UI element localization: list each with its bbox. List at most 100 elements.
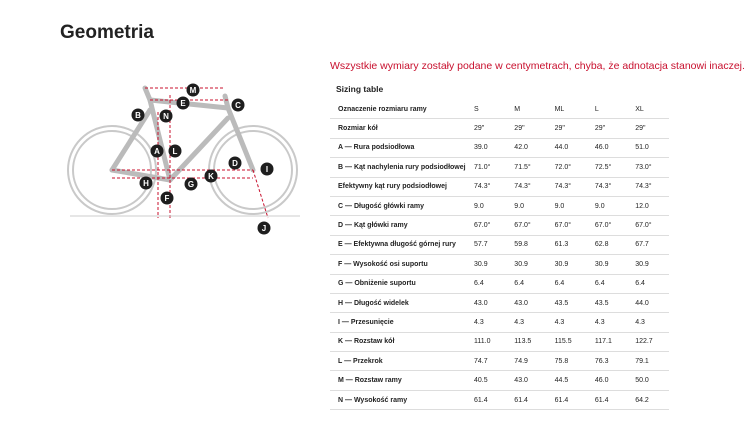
cell: 61.3 xyxy=(548,235,589,256)
cell: XL xyxy=(629,100,670,120)
cell: 76.3 xyxy=(588,351,630,372)
table-row: N — Wysokość ramy 61.4 61.4 61.4 61.4 64.2 xyxy=(330,390,670,411)
cell: 59.8 xyxy=(508,235,549,256)
cell: 4.3 xyxy=(468,312,509,333)
cell: 61.4 xyxy=(468,390,509,411)
cell: 67.0° xyxy=(629,215,670,236)
cell: 6.4 xyxy=(508,274,549,294)
table-row: M — Rozstaw ramy 40.5 43.0 44.5 46.0 50.0 xyxy=(330,370,670,391)
cell: 6.4 xyxy=(468,274,509,294)
cell: 43.5 xyxy=(588,293,630,314)
cell: 30.9 xyxy=(548,254,589,275)
cell: 50.0 xyxy=(629,370,670,391)
cell: 57.7 xyxy=(468,235,509,256)
diagram-label: H xyxy=(143,179,149,188)
cell: 30.9 xyxy=(508,254,549,275)
cell: 67.0° xyxy=(508,215,549,236)
cell: L xyxy=(588,100,630,120)
cell: 29" xyxy=(629,118,670,139)
cell: 74.3° xyxy=(629,177,670,197)
row-label: I — Przesunięcie xyxy=(330,312,468,333)
cell: 43.0 xyxy=(468,293,509,314)
cell: 72.5° xyxy=(588,157,630,178)
row-label: B — Kąt nachylenia rury podsiodłowej xyxy=(330,157,468,178)
diagram-label: B xyxy=(135,111,141,120)
cell: 61.4 xyxy=(588,390,630,411)
label-dot xyxy=(168,144,182,158)
diagram-label: I xyxy=(266,165,268,174)
table-row: C — Długość główki ramy 9.0 9.0 9.0 9.0 12.0 xyxy=(330,196,670,217)
row-label: K — Rozstaw kół xyxy=(330,332,468,353)
cell: 4.3 xyxy=(629,312,670,333)
table-row: G — Obniżenie suportu 6.4 6.4 6.4 6.4 6.4 xyxy=(330,274,670,294)
cell: 29" xyxy=(468,118,509,139)
label-dot xyxy=(150,144,164,158)
cell: 122.7 xyxy=(629,332,670,353)
cell: 30.9 xyxy=(588,254,630,275)
diagram-label: N xyxy=(163,112,169,121)
cell: 61.4 xyxy=(508,390,549,411)
table-row: B — Kąt nachylenia rury podsiodłowej 71.0… xyxy=(330,157,670,178)
cell: 67.0° xyxy=(588,215,630,236)
cell: 12.0 xyxy=(629,196,670,217)
row-label: C — Długość główki ramy xyxy=(330,196,468,217)
cell: 115.5 xyxy=(548,332,589,353)
label-dot xyxy=(260,162,274,176)
cell: 4.3 xyxy=(548,312,589,333)
label-dot xyxy=(139,176,153,190)
cell: 9.0 xyxy=(588,196,630,217)
label-dot xyxy=(228,156,242,170)
cell: 44.0 xyxy=(629,293,670,314)
row-label: Oznaczenie rozmiaru ramy xyxy=(330,100,468,120)
diagram-label: M xyxy=(190,86,197,95)
table-row: F — Wysokość osi suportu 30.9 30.9 30.9 30.9… xyxy=(330,254,670,275)
cell: 46.0 xyxy=(588,138,630,159)
cell: 62.8 xyxy=(588,235,630,256)
cell: 9.0 xyxy=(548,196,589,217)
cell: 39.0 xyxy=(468,138,509,159)
row-label: Rozmiar kół xyxy=(330,118,468,139)
cell: 73.0° xyxy=(629,157,670,178)
title: Geometria xyxy=(60,22,154,43)
cell: 4.3 xyxy=(588,312,630,333)
row-label: F — Wysokość osi suportu xyxy=(330,254,468,275)
row-label: N — Wysokość ramy xyxy=(330,390,468,411)
cell: 6.4 xyxy=(588,274,630,294)
diagram-label: F xyxy=(165,194,170,203)
row-label: A — Rura podsiodłowa xyxy=(330,138,468,159)
label-dot xyxy=(131,108,145,122)
cell: 6.4 xyxy=(548,274,589,294)
diagram-label: E xyxy=(180,99,186,108)
table-row: K — Rozstaw kół 111.0 113.5 115.5 117.1 122.7 xyxy=(330,332,670,353)
row-label: L — Przekrok xyxy=(330,351,468,372)
label-dot xyxy=(160,191,174,205)
label-dot xyxy=(257,221,271,235)
cell: 6.4 xyxy=(629,274,670,294)
cell: 44.0 xyxy=(548,138,589,159)
bike-diagram: M C E B N A L D I K H G F J xyxy=(67,83,300,235)
label-dot xyxy=(184,177,198,191)
cell: 29" xyxy=(588,118,630,139)
diagram-label: K xyxy=(208,172,214,181)
table-title: Sizing table xyxy=(336,84,384,94)
cell: 40.5 xyxy=(468,370,509,391)
table-row: I — Przesunięcie 4.3 4.3 4.3 4.3 4.3 xyxy=(330,312,670,333)
label-dot xyxy=(231,98,245,112)
cell: 74.3° xyxy=(468,177,509,197)
cell: 74.3° xyxy=(588,177,630,197)
label-dot xyxy=(186,83,200,97)
label-dot xyxy=(159,109,173,123)
cell: 29" xyxy=(548,118,589,139)
row-label: Efektywny kąt rury podsiodłowej xyxy=(330,177,468,197)
note: Wszystkie wymiary zostały podane w centy… xyxy=(330,60,745,72)
diagram-label: L xyxy=(173,147,178,156)
cell: 74.9 xyxy=(508,351,549,372)
sizing-table: Oznaczenie rozmiaru ramy S M ML L XL Rozmiar k… xyxy=(330,100,670,411)
table-row: E — Efektywna długość górnej rury 57.7 59.… xyxy=(330,235,670,256)
cell: 71.5° xyxy=(508,157,549,178)
cell: 74.7 xyxy=(468,351,509,372)
cell: 42.0 xyxy=(508,138,549,159)
cell: 113.5 xyxy=(508,332,549,353)
label-dot xyxy=(176,96,190,110)
